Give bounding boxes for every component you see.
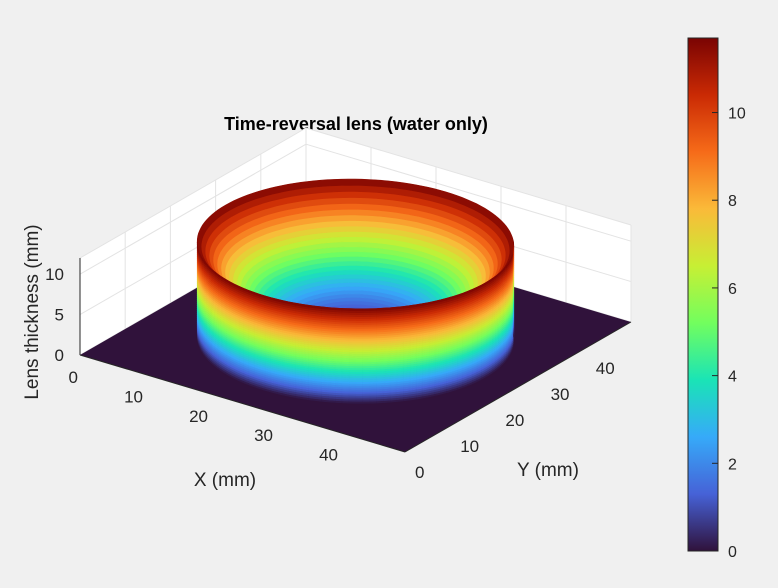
y-tick-label: 20 <box>505 411 524 430</box>
wall-cell <box>355 359 364 363</box>
x-axis-line <box>79 354 406 453</box>
wall-cell <box>383 307 391 311</box>
wall-cell <box>355 314 364 317</box>
x-tick-label: 30 <box>254 426 273 445</box>
wall-cell <box>512 240 514 246</box>
y-tick-label: 10 <box>460 437 479 456</box>
wall-cell <box>355 381 364 384</box>
y-tick-label: 0 <box>415 463 424 482</box>
wall-cell <box>355 365 364 369</box>
wall-cell <box>355 401 364 404</box>
wall-cell <box>355 336 364 339</box>
wall-cell <box>355 342 364 345</box>
axis-ticks: 0 10 20 30 40 0 10 20 30 40 0 5 10 <box>45 258 632 482</box>
wall-cell <box>355 316 364 319</box>
colorbar: 0 2 4 6 8 10 <box>687 37 746 561</box>
wall-cell <box>355 389 364 392</box>
wall-cell <box>355 353 364 357</box>
wall-cell <box>355 308 364 312</box>
wall-cell <box>355 395 364 398</box>
wall-cell <box>355 371 364 375</box>
z-tick-label: 5 <box>55 306 64 325</box>
grid-line <box>79 127 307 259</box>
wall-cell <box>390 306 398 310</box>
wall-cell <box>341 308 350 311</box>
x-tick-label: 0 <box>69 368 78 387</box>
wall-cell <box>355 399 364 402</box>
wall-cell <box>355 312 364 315</box>
grid-line <box>305 143 632 242</box>
wall-cell <box>362 308 371 312</box>
x-tick-label: 40 <box>319 446 338 465</box>
z-tick-label: 10 <box>45 265 64 284</box>
grid-line <box>79 143 307 275</box>
z-axis-label: Lens thickness (mm) <box>22 224 43 399</box>
colorbar-tick-label: 4 <box>728 369 737 386</box>
wall-cell <box>348 308 357 311</box>
wall-cell <box>355 379 364 382</box>
wall-cell <box>355 351 364 355</box>
wall-cell <box>355 328 364 331</box>
chart-title: Time-reversal lens (water only) <box>224 114 488 134</box>
wall-cell <box>369 308 377 311</box>
wall-cell <box>355 332 364 335</box>
wall-cell <box>328 307 336 311</box>
x-axis-label: X (mm) <box>194 470 256 491</box>
lens-surface <box>196 178 515 404</box>
plot-box: 0 10 20 30 40 0 10 20 30 40 0 5 10 <box>45 127 632 482</box>
colorbar-tick-label: 6 <box>728 281 737 298</box>
colorbar-tick-label: 10 <box>728 106 746 123</box>
x-tick-label: 10 <box>124 387 143 406</box>
wall-cell <box>355 345 364 349</box>
wall-cell <box>355 322 364 325</box>
colorbar-tick-label: 0 <box>728 544 737 561</box>
wall-cell <box>355 349 364 353</box>
wall-cell <box>355 361 364 365</box>
x-tick-label: 20 <box>189 407 208 426</box>
grid-line <box>305 127 632 226</box>
wall-cell <box>355 387 364 390</box>
z-tick-label: 0 <box>55 346 64 365</box>
wall-cell <box>355 326 364 329</box>
wall-cell <box>355 393 364 396</box>
wall-cell <box>355 373 364 377</box>
wall-cell <box>355 367 364 371</box>
wall-cell <box>355 334 364 337</box>
wall-cell <box>355 369 364 373</box>
y-axis-label: Y (mm) <box>517 460 579 481</box>
wall-cell <box>376 307 384 311</box>
back-pane-x <box>80 128 306 355</box>
colorbar-ticks: 0 2 4 6 8 10 <box>712 106 746 561</box>
colorbar-gradient <box>687 37 719 552</box>
colorbar-tick-label: 8 <box>728 193 737 210</box>
wall-cell <box>355 320 364 323</box>
wall-cell <box>355 375 364 379</box>
wall-cell <box>335 307 343 311</box>
colorbar-tick-label: 2 <box>728 456 737 473</box>
wall-cell <box>355 355 364 359</box>
wall-cell <box>355 347 364 351</box>
wall-cell <box>481 282 486 288</box>
wall-cell <box>355 340 364 343</box>
y-tick-label: 30 <box>551 385 570 404</box>
wall-cell <box>396 306 404 310</box>
y-axis-line <box>404 321 632 453</box>
wall-cell <box>321 306 329 310</box>
wall-cell <box>355 385 364 388</box>
y-tick-label: 40 <box>596 359 615 378</box>
